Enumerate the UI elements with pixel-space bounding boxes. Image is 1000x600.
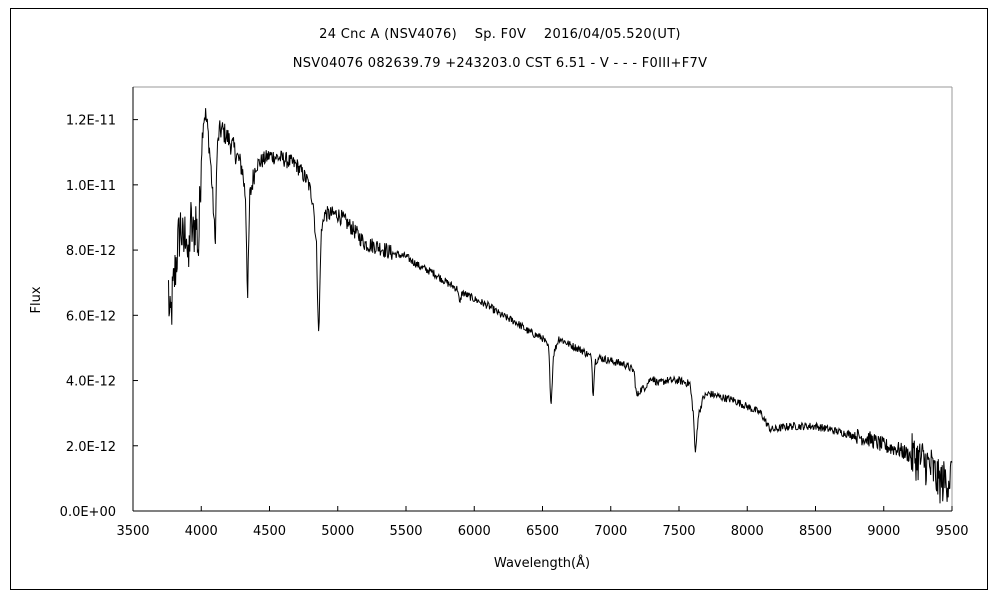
x-tick-label: 8000	[731, 524, 764, 539]
x-axis-label: Wavelength(Å)	[494, 555, 590, 571]
x-tick-label: 5500	[389, 524, 422, 539]
x-tick-label: 6500	[526, 524, 559, 539]
y-tick-label: 8.0E-12	[66, 244, 116, 259]
chart-subtitle: NSV04076 082639.79 +243203.0 CST 6.51 - …	[292, 56, 708, 71]
x-tick-label: 4500	[253, 524, 286, 539]
x-tick-label: 6000	[458, 524, 491, 539]
x-tick-label: 3500	[116, 524, 149, 539]
chart-frame	[10, 8, 988, 590]
y-tick-label: 1.0E-11	[66, 179, 116, 194]
y-tick-label: 1.2E-11	[66, 114, 116, 129]
x-tick-label: 9000	[867, 524, 900, 539]
y-tick-label: 6.0E-12	[66, 309, 116, 324]
y-tick-label: 0.0E+00	[60, 505, 116, 520]
x-tick-label: 9500	[935, 524, 968, 539]
x-tick-label: 8500	[799, 524, 832, 539]
y-tick-label: 4.0E-12	[66, 375, 116, 390]
x-tick-label: 7000	[594, 524, 627, 539]
x-tick-label: 4000	[185, 524, 218, 539]
y-tick-label: 2.0E-12	[66, 440, 116, 455]
chart-title: 24 Cnc A (NSV4076) Sp. F0V 2016/04/05.52…	[319, 27, 681, 42]
spectrum-line	[168, 108, 953, 504]
x-tick-label: 7500	[662, 524, 695, 539]
x-tick-label: 5000	[321, 524, 354, 539]
y-axis-label: Flux	[29, 286, 44, 313]
